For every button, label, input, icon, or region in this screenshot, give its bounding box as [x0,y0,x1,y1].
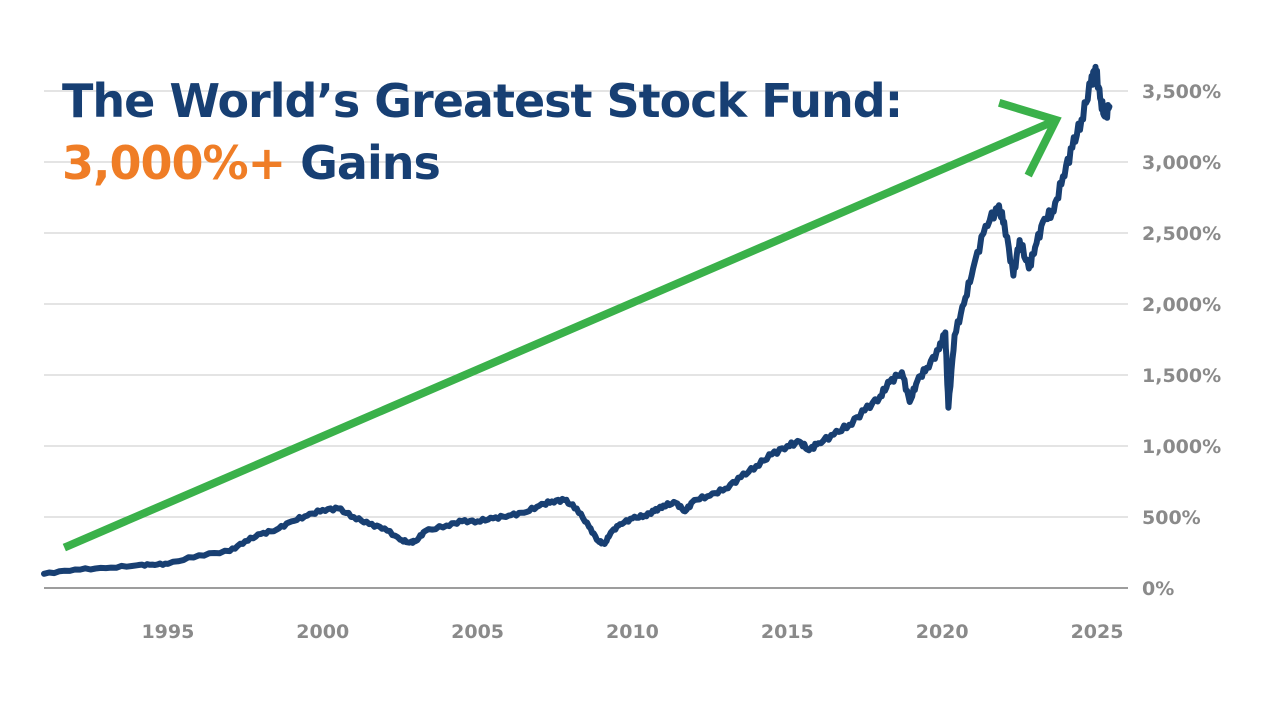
y-tick-label: 3,000% [1142,152,1221,174]
x-tick-label: 2025 [1071,621,1124,643]
x-tick-label: 2005 [451,621,504,643]
title-highlight-value: 3,000%+ [62,136,286,190]
chart-title-line2: 3,000%+ Gains [62,140,441,186]
chart-title-line1: The World’s Greatest Stock Fund: [62,74,903,128]
y-axis-tick-labels: 0% 500% 1,000% 1,500% 2,000% 2,500% 3,000% 3,50… [1142,81,1221,600]
y-tick-label: 1,500% [1142,365,1221,387]
y-tick-label: 2,000% [1142,294,1221,316]
title-line2-rest: Gains [285,136,441,190]
arrow-head [998,99,1062,178]
x-tick-label: 1995 [141,621,194,643]
y-tick-label: 0% [1142,578,1174,600]
gridlines [44,90,1128,518]
arrow-shaft [62,116,1058,552]
y-tick-label: 500% [1142,507,1201,529]
x-tick-label: 2020 [916,621,969,643]
y-tick-label: 3,500% [1142,81,1221,103]
trend-arrow [62,99,1062,552]
x-tick-label: 2015 [761,621,814,643]
x-tick-label: 2010 [606,621,659,643]
x-axis-tick-labels: 1995 2000 2005 2010 2015 2020 2025 [141,621,1123,643]
series-line [41,63,1113,577]
x-tick-label: 2000 [296,621,349,643]
y-tick-label: 2,500% [1142,223,1221,245]
y-tick-label: 1,000% [1142,436,1221,458]
